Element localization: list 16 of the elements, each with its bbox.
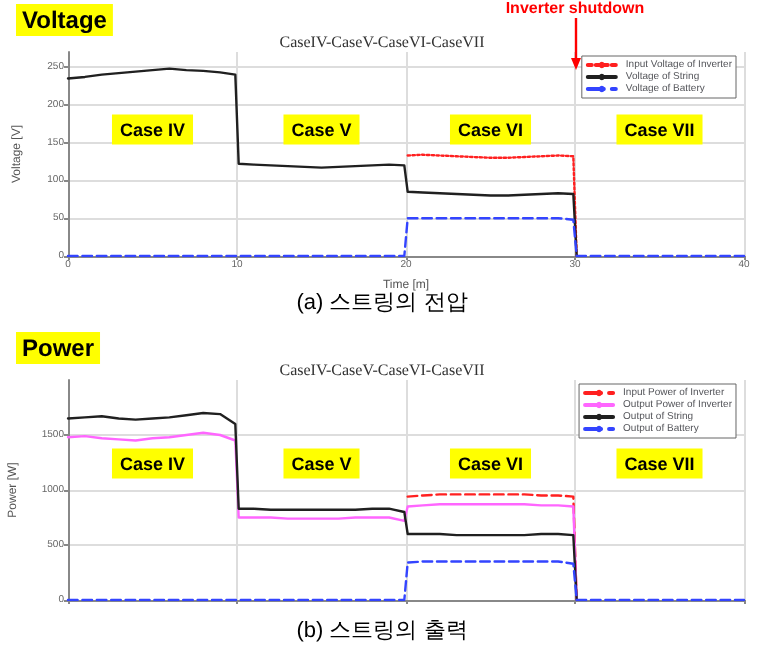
- annotation: Case IV: [119, 119, 186, 140]
- chart-title: CaseIV-CaseV-CaseVI-CaseVII: [279, 361, 486, 379]
- annotation: Case VI: [457, 119, 524, 140]
- text: Power: [22, 334, 95, 362]
- annotation: Case VI: [457, 453, 524, 474]
- line-series: [66, 67, 578, 258]
- ref-line-label: Inverter shutdown: [505, 0, 645, 17]
- annotation: Case VII: [624, 119, 695, 140]
- text: (a) 스트링의 전압: [296, 291, 468, 315]
- text: Voltage: [22, 6, 108, 34]
- text: (b) 스트링의 출력: [296, 619, 468, 643]
- annotation: Case VII: [624, 453, 695, 474]
- annotation: Case V: [291, 119, 352, 140]
- annotation: Case IV: [119, 453, 186, 474]
- annotation: Case V: [291, 453, 352, 474]
- chart-title: CaseIV-CaseV-CaseVI-CaseVII: [279, 33, 486, 51]
